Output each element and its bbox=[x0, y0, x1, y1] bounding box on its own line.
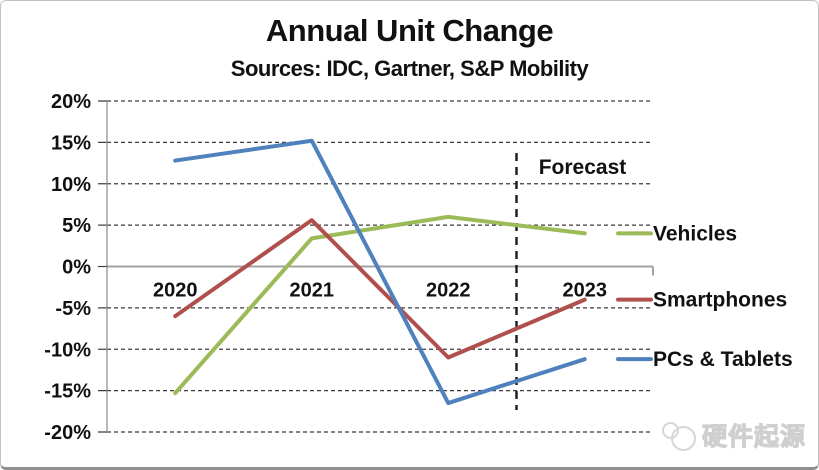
y-tick-label: -10% bbox=[44, 339, 91, 361]
series-line-vehicles bbox=[173, 214, 587, 396]
y-tick-label: -20% bbox=[44, 422, 91, 444]
legend-label: Vehicles bbox=[653, 222, 737, 245]
y-tick-label: 5% bbox=[62, 215, 91, 237]
x-tick-label: 2020 bbox=[153, 280, 198, 302]
forecast-label: Forecast bbox=[539, 156, 627, 179]
chart-subtitle: Sources: IDC, Gartner, S&P Mobility bbox=[230, 56, 589, 81]
x-tick-label: 2022 bbox=[426, 280, 471, 302]
series-line-pcs-tablets bbox=[173, 138, 587, 406]
x-tick-label: 2021 bbox=[290, 280, 335, 302]
y-tick-label: 0% bbox=[62, 257, 91, 279]
watermark-text: 硬件起源 bbox=[701, 423, 806, 452]
series-line-smartphones bbox=[173, 218, 587, 360]
legend-label: Smartphones bbox=[653, 289, 787, 312]
y-tick-label: 10% bbox=[51, 174, 91, 196]
legend-label: PCs & Tablets bbox=[653, 348, 793, 371]
x-tick-label: 2023 bbox=[563, 280, 608, 302]
y-tick-label: 15% bbox=[51, 132, 91, 154]
watermark: 硬件起源 bbox=[661, 417, 806, 453]
watermark-logo-icon bbox=[661, 420, 696, 451]
y-tick-label: -5% bbox=[55, 298, 91, 320]
chart-title: Annual Unit Change bbox=[265, 13, 554, 48]
y-tick-label: 20% bbox=[51, 91, 91, 113]
y-tick-label: -15% bbox=[44, 381, 91, 403]
